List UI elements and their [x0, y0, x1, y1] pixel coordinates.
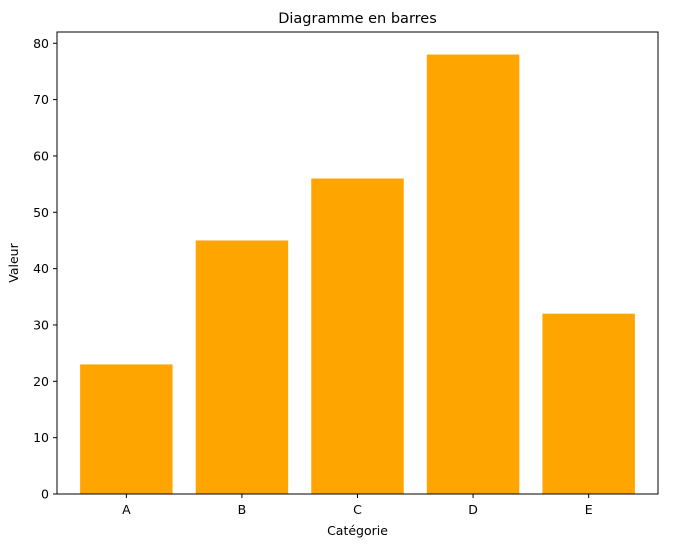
bar-c [311, 178, 404, 495]
x-axis: A B C D E [122, 494, 593, 517]
x-tick-label-e: E [585, 502, 593, 517]
bar-d [426, 54, 520, 494]
x-tick-label-b: B [238, 502, 247, 517]
y-tick-label: 30 [33, 317, 49, 332]
y-tick-label: 0 [41, 487, 49, 502]
y-tick-label: 20 [33, 374, 49, 389]
y-axis: 0 10 20 30 40 50 60 70 80 [33, 36, 57, 502]
y-tick-label: 60 [33, 148, 49, 163]
x-tick-label-d: D [468, 502, 478, 517]
y-tick-label: 70 [33, 92, 49, 107]
y-axis-label: Valeur [6, 242, 21, 282]
bar-e [542, 313, 635, 494]
x-axis-label: Catégorie [327, 523, 388, 538]
bar-b [195, 240, 289, 494]
y-tick-label: 10 [33, 430, 49, 445]
y-tick-label: 80 [33, 36, 49, 51]
chart-title: Diagramme en barres [278, 11, 437, 27]
x-tick-label-a: A [122, 502, 131, 517]
bars-group [80, 54, 635, 495]
y-tick-label: 50 [33, 205, 49, 220]
bar-a [80, 364, 173, 494]
y-tick-label: 40 [33, 261, 49, 276]
x-tick-label-c: C [353, 502, 362, 517]
